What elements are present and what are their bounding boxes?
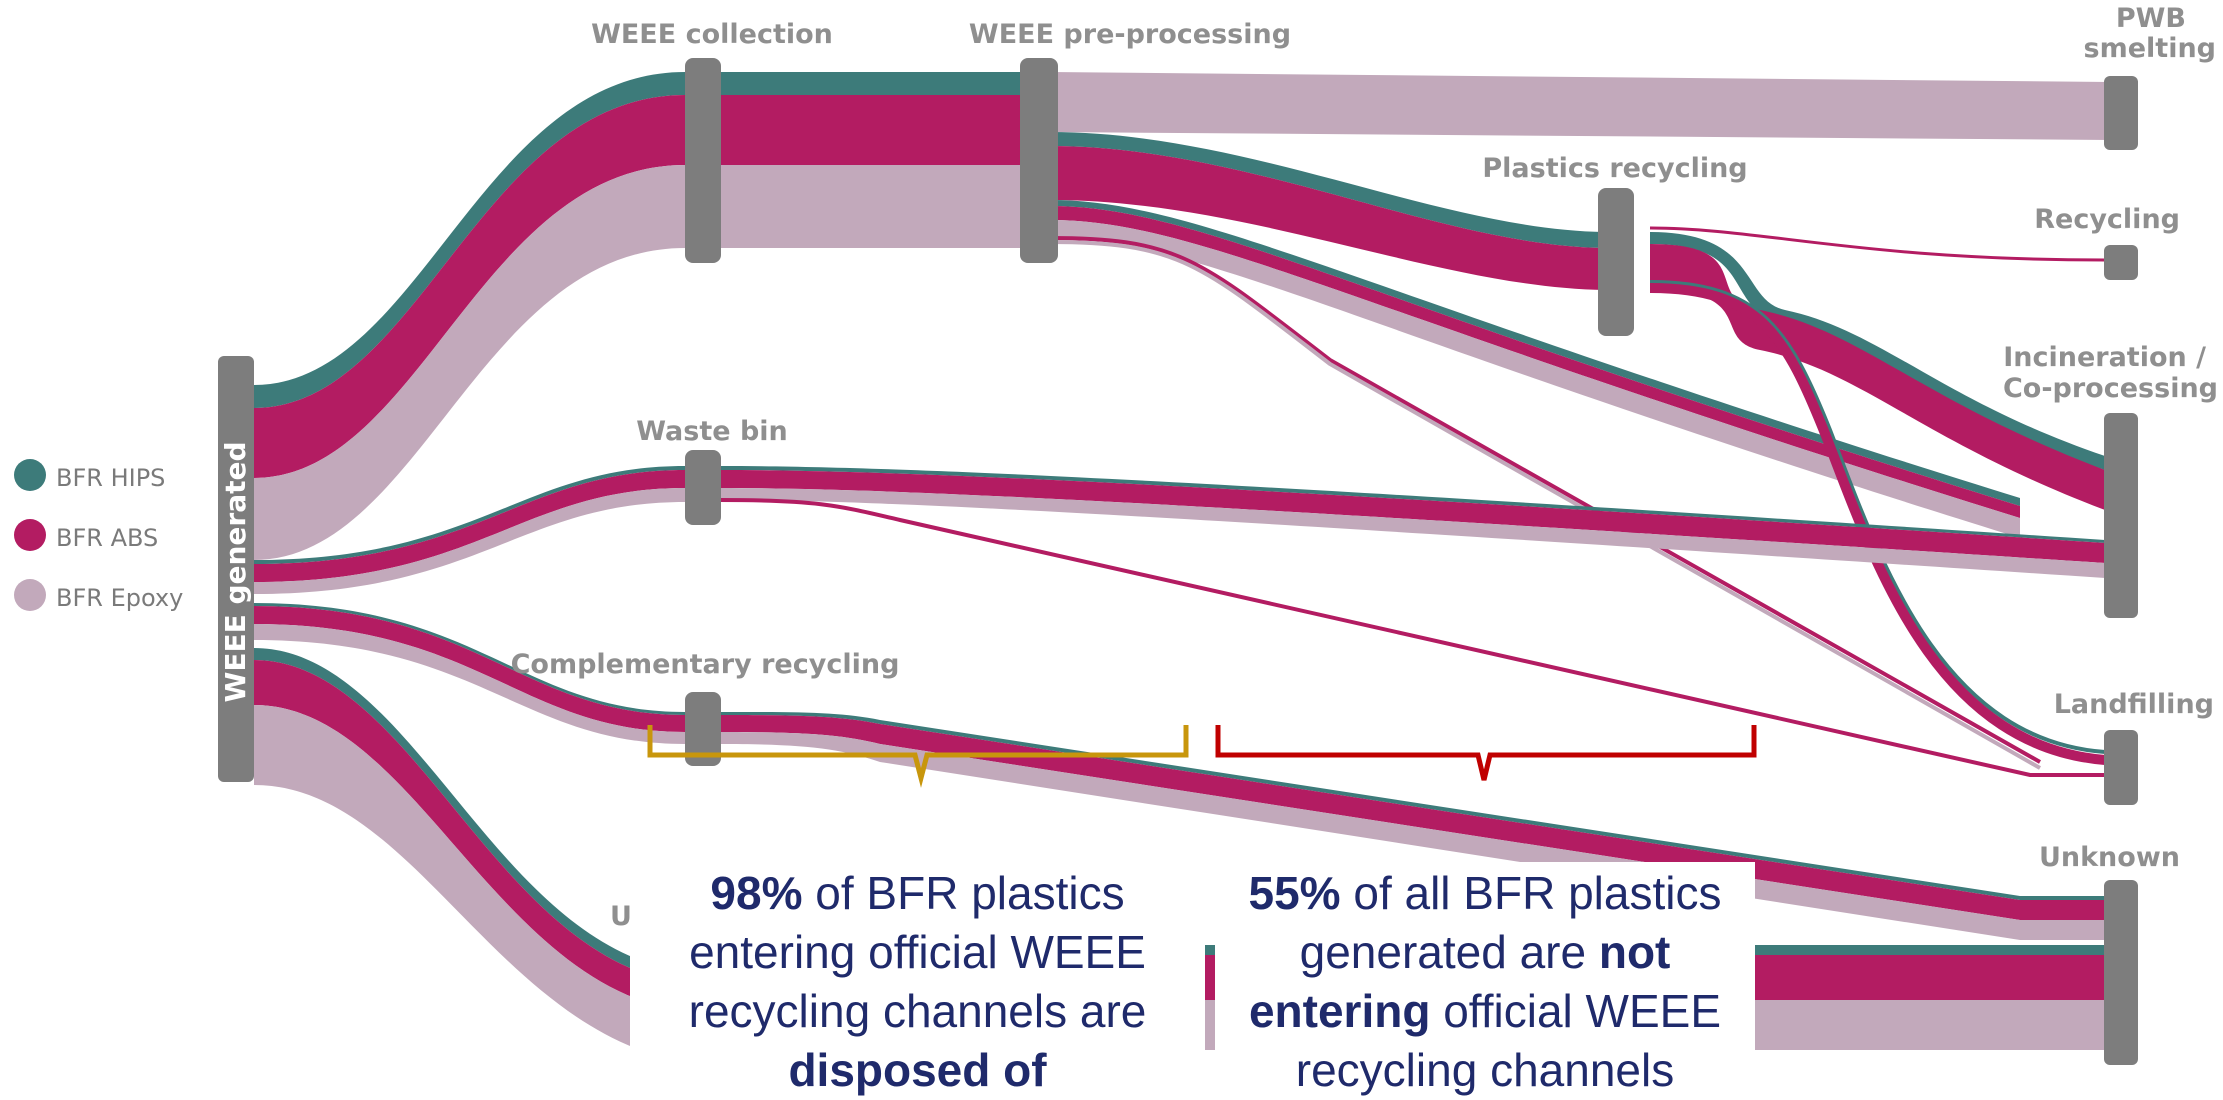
callout-right-pct: 55%: [1248, 867, 1341, 919]
node-weee-preprocessing: [1020, 58, 1058, 263]
label-plastics-recycling: Plastics recycling: [1482, 153, 1747, 184]
flow-plastics-recycling-outputs: [1649, 226, 2106, 765]
node-weee-collection: [685, 58, 721, 263]
callout-left: 98% of BFR plastics entering official WE…: [630, 862, 1205, 1096]
legend-swatch-abs: [14, 519, 46, 551]
legend-swatch-epoxy: [14, 579, 46, 611]
label-recycling: Recycling: [2034, 204, 2180, 235]
bracket-right: [1215, 725, 1757, 781]
flow-generated-to-collection: [254, 72, 685, 560]
label-incineration-line2: Co-processing: [2003, 373, 2218, 404]
label-weee-generated: WEEE generated: [219, 441, 252, 702]
flow-preprocessing-to-pwb: [1050, 72, 2110, 140]
label-weee-preprocessing: WEEE pre-processing: [969, 19, 1291, 50]
callout-left-bold: disposed of: [788, 1044, 1047, 1096]
flow-waste-bin-to-landfilling: [719, 498, 2105, 777]
node-weee-generated: [218, 356, 254, 782]
legend: BFR HIPS BFR ABS BFR Epoxy: [14, 459, 183, 612]
flow-collection-to-preprocessing: [700, 72, 1030, 248]
flow-preprocessing-to-incineration: [1050, 200, 2020, 538]
label-waste-bin: Waste bin: [636, 416, 788, 447]
label-pwb-line2: smelting: [2084, 33, 2216, 64]
node-incineration: [2104, 413, 2138, 618]
label-weee-collection: WEEE collection: [591, 19, 833, 50]
node-landfilling: [2104, 730, 2138, 805]
legend-label-epoxy: BFR Epoxy: [56, 584, 183, 612]
node-pwb-smelting: [2104, 76, 2138, 150]
node-plastics-recycling: [1598, 188, 1634, 336]
label-pwb-line1: PWB: [2116, 3, 2186, 34]
flow-generated-to-waste-bin: [254, 466, 685, 594]
label-incineration-line1: Incineration /: [2003, 342, 2206, 373]
legend-swatch-hips: [14, 459, 46, 491]
legend-label-hips: BFR HIPS: [56, 464, 165, 492]
label-landfilling: Landfilling: [2054, 689, 2214, 720]
label-complementary-recycling: Complementary recycling: [511, 649, 900, 680]
flow-complementary-to-unknown: [720, 712, 2105, 940]
callout-left-pct: 98%: [710, 867, 803, 919]
bracket-left: [647, 725, 1189, 788]
callout-right-text2: official WEEE recycling channels: [1295, 985, 1722, 1096]
node-unknown: [2104, 880, 2138, 1065]
flow-preprocessing-to-plastics-recycling: [1050, 132, 1605, 290]
flow-generated-to-complementary: [254, 603, 685, 744]
callout-right: 55% of all BFR plastics generated are no…: [1215, 862, 1755, 1096]
legend-label-abs: BFR ABS: [56, 524, 158, 552]
node-complementary-recycling: [685, 692, 721, 766]
node-recycling: [2104, 245, 2138, 280]
node-waste-bin: [685, 450, 721, 525]
callout-right-bold: not entering: [1248, 926, 1671, 1037]
flow-waste-bin-to-incineration: [720, 466, 2105, 578]
label-unknown: Unknown: [2039, 842, 2180, 873]
callout-right-text1: of all BFR plastics generated are: [1299, 867, 1722, 978]
label-unknown-partial: U: [610, 901, 632, 932]
flow-preprocessing-to-landfilling: [1049, 236, 2041, 764]
callout-left-text: of BFR plastics entering official WEEE r…: [688, 867, 1147, 1037]
